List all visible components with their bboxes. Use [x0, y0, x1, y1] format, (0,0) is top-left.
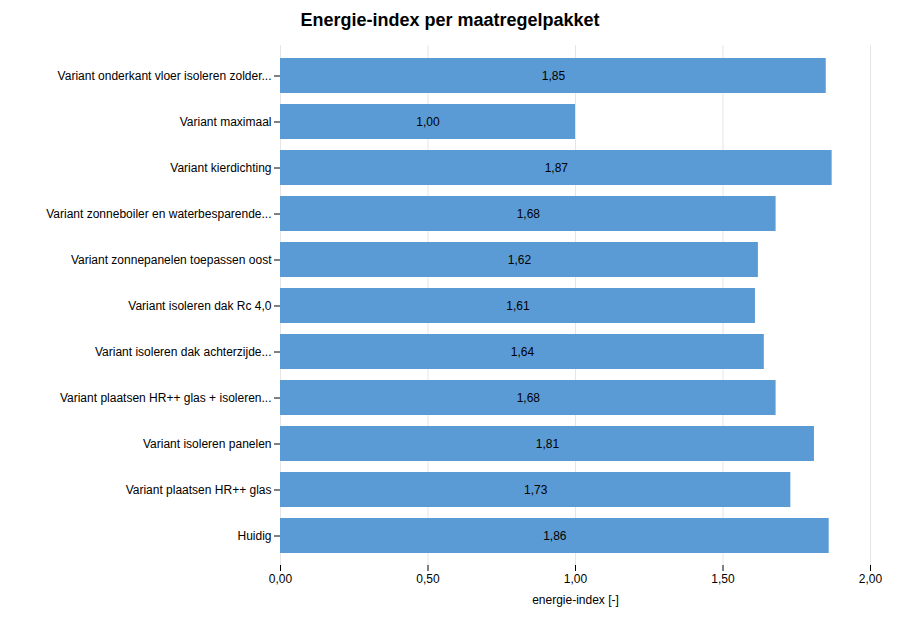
svg-text:1,86: 1,86 [543, 529, 567, 543]
svg-text:Variant kierdichting: Variant kierdichting [170, 161, 271, 175]
svg-text:Variant zonnepanelen toepassen: Variant zonnepanelen toepassen oost [71, 253, 272, 267]
svg-text:1,62: 1,62 [508, 253, 532, 267]
svg-text:1,81: 1,81 [536, 437, 560, 451]
svg-text:1,64: 1,64 [511, 345, 535, 359]
svg-text:Variant plaatsen HR++ glas + i: Variant plaatsen HR++ glas + isoleren... [60, 391, 272, 405]
svg-text:0,50: 0,50 [416, 572, 440, 586]
svg-text:Variant isoleren panelen: Variant isoleren panelen [143, 437, 272, 451]
svg-text:Huidig: Huidig [237, 529, 271, 543]
svg-text:Variant onderkant vloer isoler: Variant onderkant vloer isoleren zolder.… [58, 69, 272, 83]
svg-text:Variant zonneboiler en waterbe: Variant zonneboiler en waterbesparende..… [46, 207, 271, 221]
svg-text:1,00: 1,00 [416, 115, 440, 129]
svg-text:Variant maximaal: Variant maximaal [180, 115, 272, 129]
svg-text:1,87: 1,87 [545, 161, 569, 175]
svg-text:1,85: 1,85 [542, 69, 566, 83]
svg-text:1,61: 1,61 [506, 299, 530, 313]
svg-text:Variant isoleren dak achterzij: Variant isoleren dak achterzijde... [95, 345, 272, 359]
svg-text:1,73: 1,73 [524, 483, 548, 497]
svg-text:1,00: 1,00 [564, 572, 588, 586]
svg-text:energie-index [-]: energie-index [-] [532, 593, 619, 607]
svg-text:Variant isoleren dak Rc 4,0: Variant isoleren dak Rc 4,0 [128, 299, 272, 313]
svg-text:1,68: 1,68 [517, 391, 541, 405]
html-text:Energie-index per maatregelpak: Energie-index per maatregelpakket [300, 10, 600, 30]
svg-text:Variant plaatsen HR++ glas: Variant plaatsen HR++ glas [126, 483, 272, 497]
svg-text:1,68: 1,68 [517, 207, 541, 221]
svg-text:0,00: 0,00 [269, 572, 293, 586]
svg-text:1,50: 1,50 [711, 572, 735, 586]
svg-text:2,00: 2,00 [859, 572, 883, 586]
